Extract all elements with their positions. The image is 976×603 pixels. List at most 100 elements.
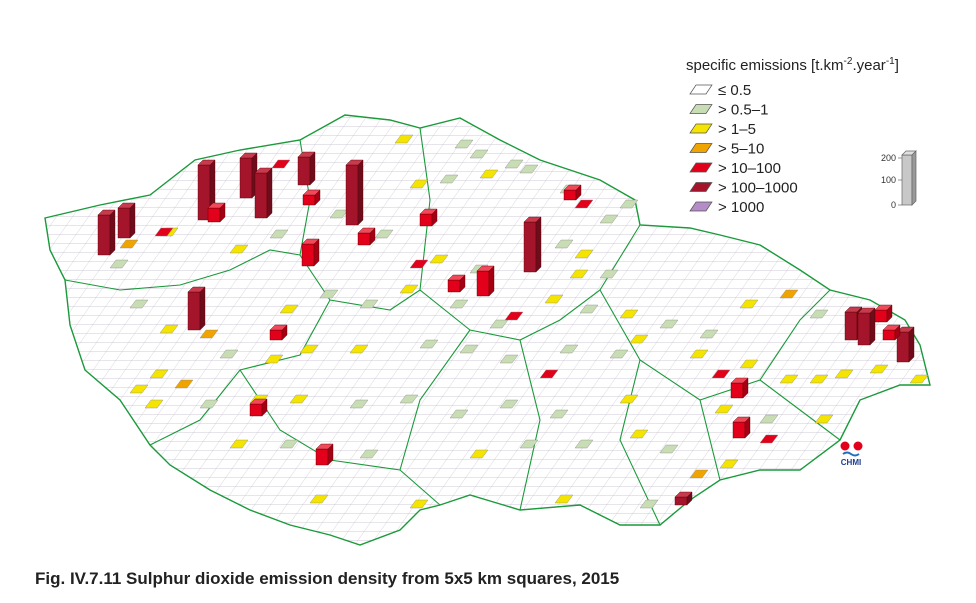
map-cell — [609, 349, 629, 359]
column-top — [419, 208, 438, 215]
map-cell — [711, 369, 731, 379]
column-side — [109, 209, 116, 256]
map-cell — [619, 199, 639, 209]
legend-label: > 1000 — [718, 199, 764, 216]
column-top — [207, 202, 226, 209]
map-cell — [759, 434, 779, 444]
column-front — [563, 189, 577, 201]
map-column — [207, 202, 226, 223]
map-cell — [469, 449, 489, 459]
map-column — [476, 265, 495, 297]
column-top — [674, 491, 693, 498]
legend-swatch — [689, 104, 713, 114]
map-cell — [619, 309, 639, 319]
map-column — [297, 151, 316, 186]
legend-swatch — [689, 182, 713, 192]
map-cell — [359, 449, 379, 459]
map-cell — [409, 259, 429, 269]
scale-tick-label: 200 — [881, 153, 896, 163]
map-cell — [229, 244, 249, 254]
map-column — [857, 307, 876, 346]
column-top — [197, 159, 216, 166]
legend-label: > 10–100 — [718, 160, 781, 177]
map-column — [874, 304, 893, 323]
column-top — [117, 202, 136, 209]
map-cell — [269, 229, 289, 239]
map-cell — [394, 134, 414, 144]
column-top — [857, 307, 876, 314]
map-cell — [299, 344, 319, 354]
map-cell — [469, 149, 489, 159]
map-cell — [279, 304, 299, 314]
column-top — [345, 159, 364, 166]
column-top — [301, 238, 320, 245]
map-cell — [459, 344, 479, 354]
map-column — [523, 216, 542, 273]
map-cell — [779, 374, 799, 384]
column-top — [254, 167, 273, 174]
map-cell — [409, 499, 429, 509]
map-cell — [349, 399, 369, 409]
column-top — [357, 227, 376, 234]
map-cell — [319, 289, 339, 299]
column-top — [732, 416, 751, 423]
column-side — [266, 167, 273, 219]
map-cell — [559, 344, 579, 354]
map-column — [301, 238, 320, 267]
map-column — [674, 491, 693, 506]
column-top — [269, 324, 288, 331]
map-cell — [519, 164, 539, 174]
column-front — [732, 421, 746, 439]
map-cell — [271, 159, 291, 169]
map-cell — [714, 404, 734, 414]
map-column — [563, 184, 582, 201]
map-cell — [409, 179, 429, 189]
map-cell — [809, 309, 829, 319]
scale-tick-label: 0 — [891, 200, 896, 210]
map-cell — [359, 299, 379, 309]
column-side — [869, 307, 876, 346]
column-top — [315, 443, 334, 450]
map-cell — [309, 494, 329, 504]
map-cell — [909, 374, 929, 384]
map-column — [254, 167, 273, 219]
column-side — [199, 286, 206, 331]
map-column — [345, 159, 364, 226]
map-cell — [779, 289, 799, 299]
column-top — [297, 151, 316, 158]
map-column — [249, 398, 268, 417]
map-column — [730, 377, 749, 399]
column-top — [302, 189, 321, 196]
map-column — [419, 208, 438, 227]
column-side — [309, 151, 316, 186]
map-cell — [739, 359, 759, 369]
map-cell — [629, 429, 649, 439]
column-top — [844, 306, 863, 313]
legend-label: > 100–1000 — [718, 180, 798, 197]
map-cell — [449, 409, 469, 419]
map-cell — [659, 319, 679, 329]
map-cell — [539, 369, 559, 379]
map-column — [302, 189, 321, 206]
column-top — [882, 324, 901, 331]
map-column — [269, 324, 288, 341]
map-cell — [834, 369, 854, 379]
map-cell — [439, 174, 459, 184]
map-cell — [699, 329, 719, 339]
map-cell — [569, 269, 589, 279]
map-cell — [629, 334, 649, 344]
legend-scale: 200 100 0 — [881, 150, 917, 210]
column-top — [476, 265, 495, 272]
map-cell — [454, 139, 474, 149]
map-cell — [504, 311, 524, 321]
logo-text: CHMI — [841, 458, 861, 467]
map-cell — [719, 459, 739, 469]
column-front — [882, 329, 896, 341]
map-cell — [599, 214, 619, 224]
column-side — [357, 159, 364, 226]
map-cell — [289, 394, 309, 404]
map-cell — [499, 399, 519, 409]
column-front — [269, 329, 283, 341]
map-column — [896, 326, 915, 363]
